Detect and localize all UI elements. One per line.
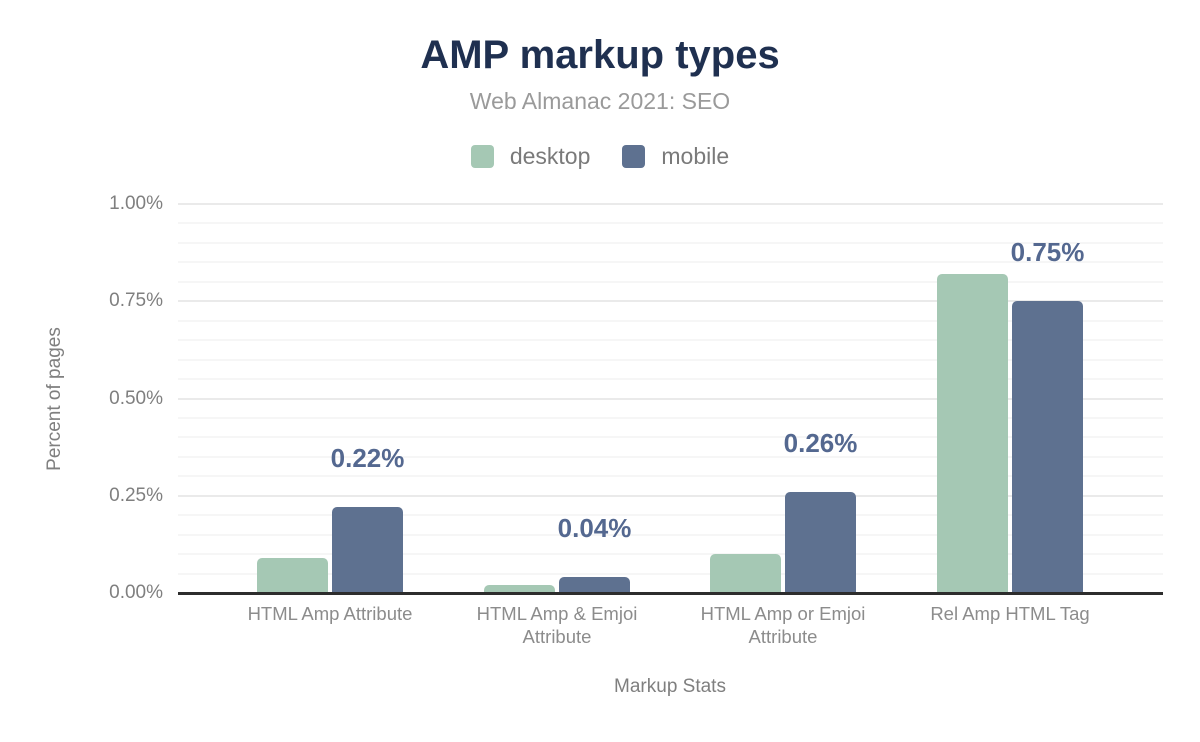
legend-label-mobile: mobile — [661, 143, 730, 169]
minor-gridline — [178, 222, 1163, 225]
bar-desktop-3 — [937, 274, 1008, 593]
minor-gridline — [178, 319, 1163, 322]
plot-area: 0.22% 0.04% 0.26% 0.75% — [178, 203, 1163, 595]
x-tick-label-2: HTML Amp or Emjoi Attribute — [700, 603, 866, 647]
y-tick-label: 0.75% — [109, 290, 163, 312]
minor-gridline — [178, 475, 1163, 478]
bar-mobile-1 — [559, 577, 630, 593]
major-gridline — [178, 397, 1163, 400]
legend: desktop mobile — [0, 143, 1200, 170]
bar-desktop-0 — [257, 558, 328, 593]
bar-mobile-2 — [785, 491, 856, 593]
bar-mobile-0 — [332, 507, 403, 593]
minor-gridline — [178, 358, 1163, 361]
minor-gridline — [178, 261, 1163, 264]
minor-gridline — [178, 553, 1163, 556]
x-tick-label-0: HTML Amp Attribute — [247, 603, 413, 624]
x-axis-title: Markup Stats — [614, 676, 726, 697]
minor-gridline — [178, 455, 1163, 458]
bar-mobile-3 — [1012, 301, 1083, 593]
x-tick-label-1: HTML Amp & Emjoi Attribute — [476, 603, 638, 647]
bar-desktop-2 — [710, 554, 781, 593]
minor-gridline — [178, 416, 1163, 419]
legend-item-mobile: mobile — [622, 143, 729, 170]
legend-swatch-mobile — [622, 145, 646, 168]
y-tick-label: 1.00% — [109, 193, 163, 214]
bar-desktop-1 — [484, 585, 555, 593]
legend-swatch-desktop — [470, 145, 494, 168]
chart-title: AMP markup types — [420, 33, 780, 77]
minor-gridline — [178, 241, 1163, 244]
minor-gridline — [178, 280, 1163, 283]
minor-gridline — [178, 533, 1163, 536]
major-gridline — [178, 203, 1163, 205]
y-tick-label: 0.00% — [109, 582, 163, 603]
legend-label-desktop: desktop — [509, 143, 591, 169]
minor-gridline — [178, 339, 1163, 342]
data-label-2: 0.26% — [783, 427, 858, 458]
data-label-0: 0.22% — [330, 443, 405, 474]
major-gridline — [178, 300, 1163, 303]
y-tick-label: 0.50% — [109, 387, 163, 409]
minor-gridline — [178, 378, 1163, 381]
minor-gridline — [178, 436, 1163, 439]
x-tick-label-3: Rel Amp HTML Tag — [930, 603, 1090, 624]
legend-item-desktop: desktop — [470, 143, 591, 170]
minor-gridline — [178, 572, 1163, 575]
y-tick-label: 0.25% — [109, 484, 163, 506]
x-axis-line — [178, 592, 1163, 595]
major-gridline — [178, 494, 1163, 497]
data-label-1: 0.04% — [557, 513, 632, 544]
minor-gridline — [178, 514, 1163, 517]
data-label-3: 0.75% — [1010, 237, 1085, 268]
chart-subtitle: Web Almanac 2021: SEO — [469, 88, 731, 114]
